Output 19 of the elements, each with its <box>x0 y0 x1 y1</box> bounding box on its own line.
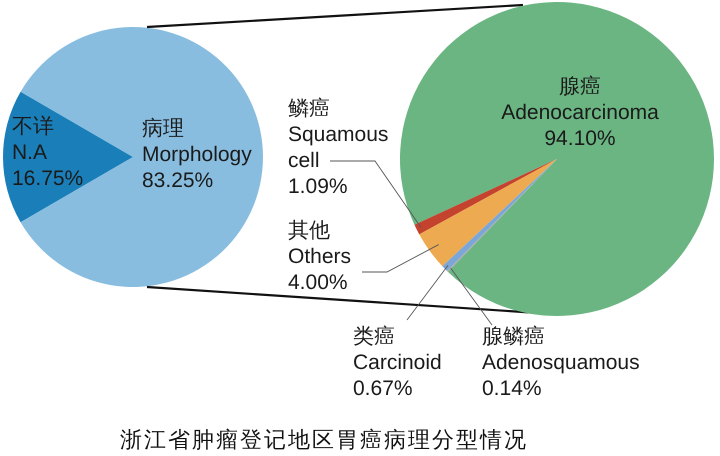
data-label: 0.14% <box>482 377 542 400</box>
slice-label: 其他 Others <box>288 219 352 268</box>
data-label: 94.10% <box>544 127 616 150</box>
data-label: 4.00% <box>288 271 348 294</box>
data-label: 16.75% <box>12 167 84 190</box>
pie-slice <box>419 159 557 266</box>
slice-label: 病理 Morphology <box>142 117 252 166</box>
slice-label: 鳞癌 Squamous cell <box>288 97 388 172</box>
slice-label: 腺鳞癌 Adenosquamous <box>482 325 640 374</box>
data-label: 0.67% <box>353 377 413 400</box>
text: 浙江省肿瘤登记地区胃癌病理分型情况 <box>120 427 528 452</box>
slice-label: 类癌 Carcinoid <box>353 325 442 374</box>
pie-slice <box>414 159 557 234</box>
slice-label: 不详 N.A <box>12 115 54 164</box>
pie-slice <box>400 2 714 316</box>
pie-slice <box>3 92 133 222</box>
data-label: 83.25% <box>142 169 214 192</box>
data-label: 1.09% <box>288 175 348 198</box>
slice-label: 腺癌 Adenocarcinoma <box>501 75 660 124</box>
